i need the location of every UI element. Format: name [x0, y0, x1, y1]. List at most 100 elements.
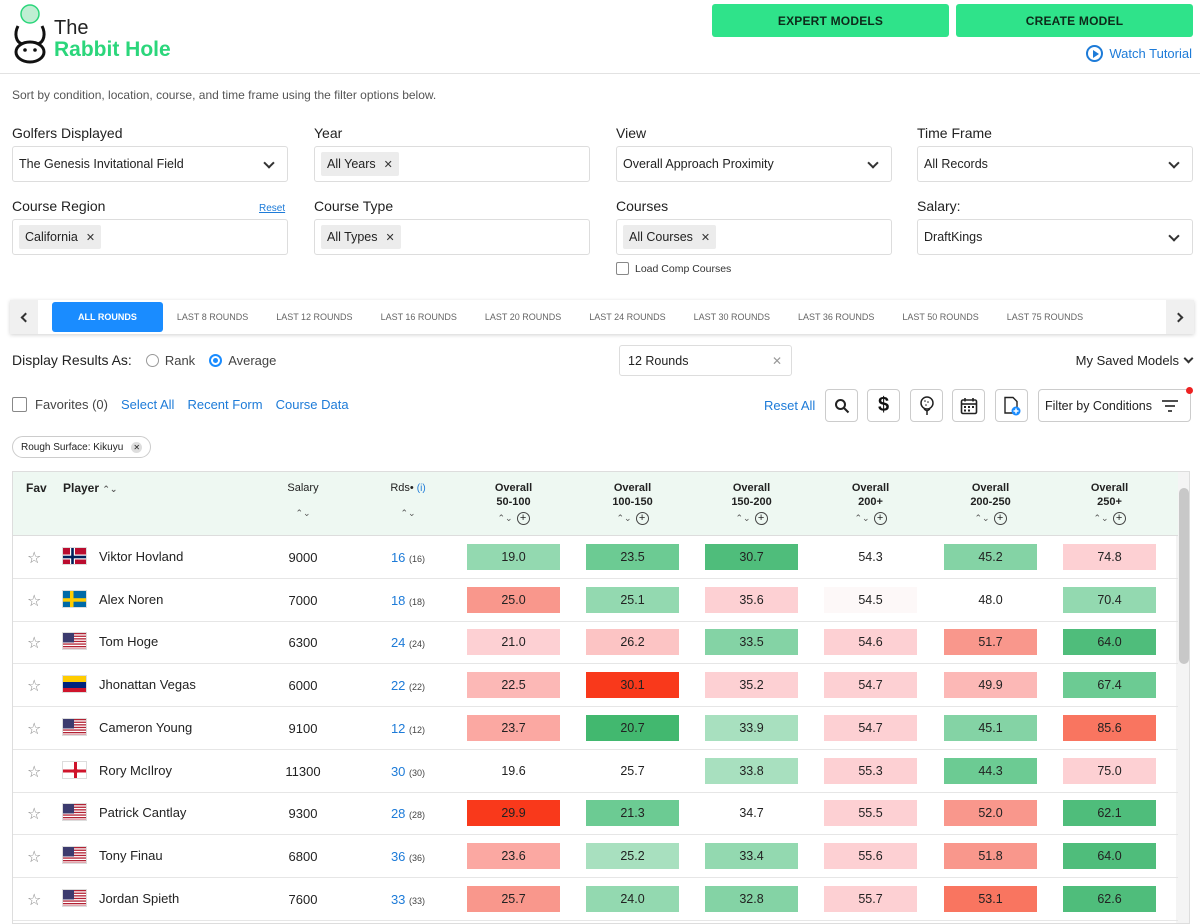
salary-header[interactable]: Salary ⌃⌄: [263, 482, 343, 519]
add-column-icon[interactable]: +: [873, 512, 887, 525]
remove-rough-icon[interactable]: ✕: [131, 441, 143, 453]
tab-rounds[interactable]: LAST 75 ROUNDS: [1006, 312, 1084, 322]
favorite-star-icon[interactable]: ☆: [27, 806, 42, 824]
search-button[interactable]: [825, 389, 858, 422]
table-row[interactable]: ☆ Tom Hoge 6300 24 (24) 21.0 26.2 33.5 54.6 5…: [13, 621, 1178, 665]
add-column-icon[interactable]: +: [754, 512, 768, 525]
table-scrollbar[interactable]: [1179, 488, 1189, 664]
course-type-select[interactable]: All Types ✕: [314, 219, 590, 255]
sort-icon[interactable]: ⌃⌄: [616, 513, 632, 523]
player-name[interactable]: Cameron Young: [99, 719, 193, 735]
tab-rounds[interactable]: LAST 16 ROUNDS: [380, 312, 457, 322]
tab-rounds[interactable]: LAST 30 ROUNDS: [693, 312, 770, 322]
table-row[interactable]: ☆ Jhonattan Vegas 6000 22 (22) 22.5 30.1 35…: [13, 664, 1178, 708]
favorite-star-icon[interactable]: ☆: [27, 848, 42, 866]
table-row[interactable]: ☆ Patrick Cantlay 9300 28 (28) 29.9 21.3 34…: [13, 792, 1178, 836]
view-select[interactable]: Overall Approach Proximity: [616, 146, 892, 182]
sort-icon[interactable]: ⌃⌄: [974, 513, 990, 523]
favorite-star-icon[interactable]: ☆: [27, 720, 42, 738]
course-data-link[interactable]: Course Data: [275, 397, 349, 412]
favorites-toggle[interactable]: Favorites (0): [12, 397, 108, 412]
tab-rounds[interactable]: LAST 24 ROUNDS: [589, 312, 666, 322]
favorite-star-icon[interactable]: ☆: [27, 763, 42, 781]
table-row[interactable]: ☆ Tony Finau 6800 36 (36) 23.6 25.2 33.4 55.…: [13, 835, 1178, 878]
tab-rounds[interactable]: LAST 50 ROUNDS: [902, 312, 979, 322]
stat-column-header[interactable]: Overall 200-250 ⌃⌄ +: [944, 481, 1037, 525]
sort-icon[interactable]: ⌃⌄: [497, 513, 513, 523]
add-column-icon[interactable]: +: [635, 512, 649, 525]
rounds-value[interactable]: 36 (36): [368, 849, 448, 864]
rounds-value[interactable]: 12 (12): [368, 721, 448, 736]
load-comp-courses[interactable]: Load Comp Courses: [616, 262, 731, 275]
remove-year-icon[interactable]: ✕: [383, 158, 393, 171]
add-column-icon[interactable]: +: [516, 512, 530, 525]
courses-select[interactable]: All Courses ✕: [616, 219, 892, 255]
expert-models-button[interactable]: EXPERT MODELS: [712, 4, 949, 37]
player-name[interactable]: Viktor Hovland: [99, 549, 184, 564]
rounds-value[interactable]: 30 (30): [368, 764, 448, 779]
favorite-star-icon[interactable]: ☆: [27, 635, 42, 653]
stat-column-header[interactable]: Overall 100-150 ⌃⌄ +: [586, 481, 679, 525]
table-row[interactable]: ☆ Cameron Young 9100 12 (12) 23.7 20.7 33.9…: [13, 707, 1178, 750]
favorites-checkbox[interactable]: [12, 397, 27, 412]
stat-column-header[interactable]: Overall 50-100 ⌃⌄ +: [467, 481, 560, 525]
table-row[interactable]: ☆ Alex Noren 7000 18 (18) 25.0 25.1 35.6 54.…: [13, 579, 1178, 622]
course-region-select[interactable]: California ✕: [12, 219, 288, 255]
my-saved-models-dropdown[interactable]: My Saved Models: [1076, 353, 1194, 368]
golf-filter-button[interactable]: [910, 389, 943, 422]
stat-column-header[interactable]: Overall 200+ ⌃⌄ +: [824, 481, 917, 525]
favorite-star-icon[interactable]: ☆: [27, 550, 42, 567]
player-name[interactable]: Tony Finau: [99, 847, 163, 863]
filter-by-conditions-button[interactable]: Filter by Conditions: [1038, 387, 1193, 422]
tab-rounds[interactable]: LAST 36 ROUNDS: [798, 312, 875, 322]
stat-column-header[interactable]: Overall 250+ ⌃⌄ +: [1063, 481, 1156, 525]
tab-rounds[interactable]: LAST 20 ROUNDS: [484, 312, 562, 322]
stat-column-header[interactable]: Overall 150-200 ⌃⌄ +: [705, 481, 798, 525]
rank-radio[interactable]: [145, 353, 159, 367]
player-name[interactable]: Rory McIlroy: [99, 762, 172, 778]
rounds-filter-input[interactable]: 12 Rounds ✕: [619, 345, 792, 376]
table-row[interactable]: ☆ Rory McIlroy 11300 30 (30) 19.6 25.7 33.8…: [13, 750, 1178, 793]
favorite-star-icon[interactable]: ☆: [27, 891, 42, 909]
rds-header[interactable]: Rds• (i) ⌃⌄: [368, 482, 448, 519]
player-name[interactable]: Alex Noren: [99, 591, 164, 607]
time-frame-select[interactable]: All Records: [917, 146, 1193, 182]
favorite-star-icon[interactable]: ☆: [27, 592, 42, 610]
tab-rounds[interactable]: LAST 8 ROUNDS: [176, 312, 249, 322]
tab-rounds[interactable]: LAST 12 ROUNDS: [276, 312, 353, 322]
select-all-link[interactable]: Select All: [120, 397, 175, 412]
rank-option[interactable]: Rank: [145, 353, 195, 368]
salary-select[interactable]: DraftKings: [917, 219, 1193, 255]
rounds-value[interactable]: 33 (33): [368, 892, 448, 907]
rounds-value[interactable]: 18 (18): [368, 593, 448, 608]
player-name[interactable]: Jordan Spieth: [99, 890, 180, 906]
rounds-value[interactable]: 28 (28): [368, 806, 448, 821]
export-csv-button[interactable]: [995, 389, 1028, 422]
recent-form-link[interactable]: Recent Form: [187, 397, 263, 412]
rounds-value[interactable]: 22 (22): [368, 678, 448, 693]
add-column-icon[interactable]: +: [1112, 512, 1126, 525]
clear-rounds-icon[interactable]: ✕: [771, 353, 782, 368]
rounds-value[interactable]: 24 (24): [368, 635, 448, 650]
player-name[interactable]: Jhonattan Vegas: [99, 677, 196, 693]
calendar-button[interactable]: [952, 389, 985, 422]
create-model-button[interactable]: CREATE MODEL: [956, 4, 1193, 37]
average-radio[interactable]: [209, 353, 223, 367]
average-option[interactable]: Average: [209, 353, 276, 368]
table-row[interactable]: ☆ Viktor Hovland 9000 16 (16) 19.0 23.5 30.…: [13, 536, 1178, 579]
remove-courses-icon[interactable]: ✕: [700, 231, 711, 244]
remove-type-icon[interactable]: ✕: [385, 231, 395, 244]
favorite-star-icon[interactable]: ☆: [27, 678, 42, 696]
tabs-next-button[interactable]: [1166, 300, 1194, 334]
player-name[interactable]: Patrick Cantlay: [99, 805, 187, 821]
tab-rounds[interactable]: ALL ROUNDS: [52, 302, 163, 332]
load-comp-checkbox[interactable]: [616, 262, 629, 275]
rounds-value[interactable]: 16 (16): [368, 550, 448, 565]
region-reset-link[interactable]: Reset: [259, 203, 286, 214]
golfers-displayed-select[interactable]: The Genesis Invitational Field: [12, 146, 288, 182]
player-name[interactable]: Tom Hoge: [99, 634, 159, 650]
tabs-prev-button[interactable]: [10, 300, 38, 334]
rds-info-icon[interactable]: (i): [416, 483, 426, 494]
remove-region-icon[interactable]: ✕: [85, 231, 96, 244]
watch-tutorial-link[interactable]: Watch Tutorial: [1086, 45, 1192, 62]
